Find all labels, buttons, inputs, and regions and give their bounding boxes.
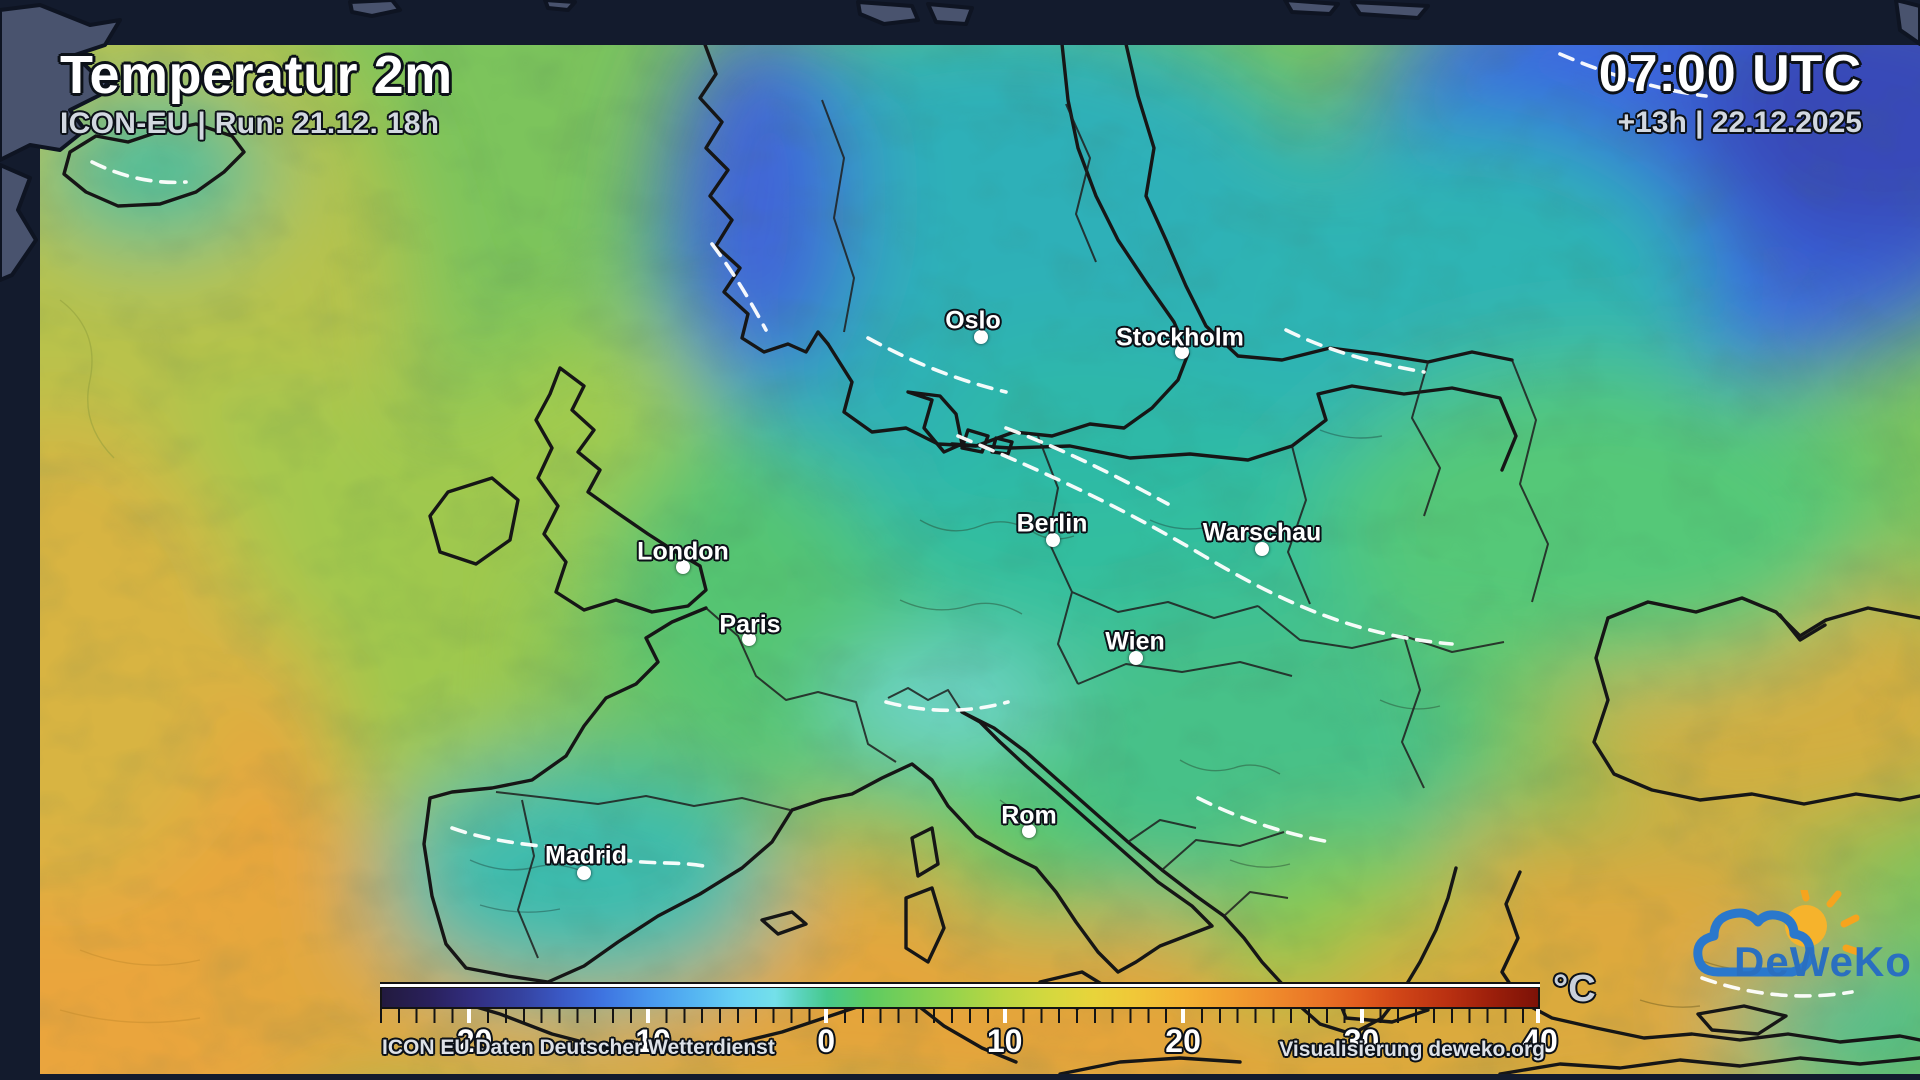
city-label-madrid: Madrid	[545, 841, 627, 870]
city-label-warschau: Warschau	[1202, 518, 1322, 547]
cloud-sun-icon	[1693, 890, 1862, 977]
colorbar-gradient	[380, 987, 1540, 1009]
country-borders	[495, 99, 1549, 959]
major-tick	[1536, 1009, 1540, 1023]
colorbar-top-line	[380, 982, 1540, 987]
deweko-logo: DeWeKo	[1688, 890, 1913, 995]
tick-label: 30	[1343, 1023, 1380, 1059]
city-marker-berlin	[1046, 533, 1060, 547]
city-marker-wien	[1129, 651, 1143, 665]
model-run-subtitle: ICON-EU | Run: 21.12. 18h	[60, 107, 440, 141]
major-tick	[1359, 1009, 1364, 1023]
city-label-paris: Paris	[719, 610, 781, 639]
title-block: Temperatur 2m ICON-EU | Run: 21.12. 18h	[60, 45, 453, 141]
colorbar-ticks	[380, 1009, 1540, 1023]
city-marker-oslo	[974, 330, 988, 344]
visualization-credit: Visualisierung deweko.org	[1279, 1038, 1545, 1061]
city-label-berlin: Berlin	[1016, 509, 1088, 538]
major-tick	[824, 1009, 829, 1023]
valid-time-block: 07:00 UTC +13h | 22.12.2025	[1599, 48, 1862, 140]
city-marker-rom	[1022, 824, 1036, 838]
valid-time: 07:00 UTC	[1598, 45, 1862, 103]
page-title: Temperatur 2m	[60, 45, 453, 105]
tick-label: -10	[624, 1023, 671, 1059]
arctic-land-shapes	[0, 0, 1920, 282]
tick-label: -20	[446, 1023, 493, 1059]
city-label-oslo: Oslo	[945, 306, 1001, 335]
colorbar-labels: -20 -10 0 10 20 30 40	[380, 1023, 1558, 1059]
city-marker-london	[676, 560, 690, 574]
isotherm-dashes	[90, 52, 1854, 998]
temperature-colorbar: -20 -10 0 10 20 30 40	[380, 982, 1558, 1059]
major-tick	[645, 1009, 650, 1023]
city-label-london: London	[637, 537, 729, 566]
major-tick	[467, 1009, 472, 1023]
tick-label: 10	[986, 1023, 1023, 1059]
city-marker-paris	[742, 632, 756, 646]
tick-label: 0	[817, 1023, 836, 1059]
city-marker-madrid	[577, 866, 591, 880]
forecast-step-date: +13h | 22.12.2025	[1617, 106, 1862, 139]
colorbar-unit: °C	[1553, 968, 1596, 1010]
city-marker-stockholm	[1175, 345, 1189, 359]
city-label-stockholm: Stockholm	[1116, 323, 1244, 352]
city-label-wien: Wien	[1105, 627, 1165, 656]
logo-text: DeWeKo	[1734, 938, 1912, 985]
city-label-rom: Rom	[1001, 801, 1057, 830]
data-source-credit: ICON EU Daten Deutscher Wetterdienst	[382, 1036, 775, 1059]
major-tick	[1002, 1009, 1007, 1023]
tick-label: 20	[1165, 1023, 1201, 1059]
major-tick	[1181, 1009, 1186, 1023]
tick-label: 40	[1522, 1023, 1558, 1059]
city-marker-warschau	[1255, 542, 1269, 556]
